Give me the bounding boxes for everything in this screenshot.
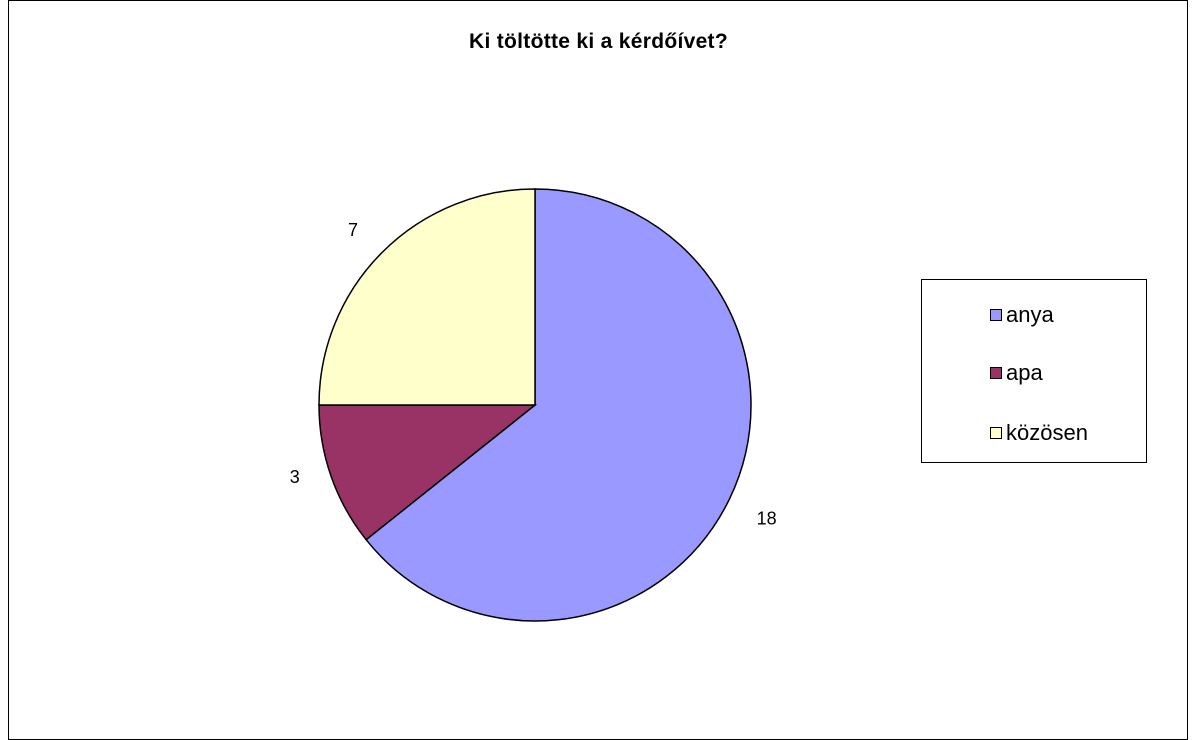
data-label-kozosen: 7 (348, 220, 358, 240)
legend-item-kozosen: közösen (990, 420, 1088, 446)
legend-swatch-anya (990, 309, 1002, 321)
legend-swatch-kozosen (990, 427, 1002, 439)
legend-label-kozosen: közösen (1006, 420, 1088, 445)
pie-slice-kozosen (318, 188, 536, 406)
legend-label-apa: apa (1006, 360, 1043, 385)
legend-swatch-apa (990, 367, 1002, 379)
pie-slice-anya (365, 188, 752, 622)
legend-item-apa: apa (990, 360, 1043, 386)
chart-title: Ki töltötte ki a kérdőívet? (469, 30, 728, 53)
legend-item-anya: anya (990, 302, 1054, 328)
pie-slice-apa (318, 404, 538, 541)
legend: anya apa közösen (921, 279, 1147, 463)
legend-label-anya: anya (1006, 302, 1054, 327)
data-label-anya: 18 (757, 508, 777, 528)
data-label-apa: 3 (290, 467, 300, 487)
